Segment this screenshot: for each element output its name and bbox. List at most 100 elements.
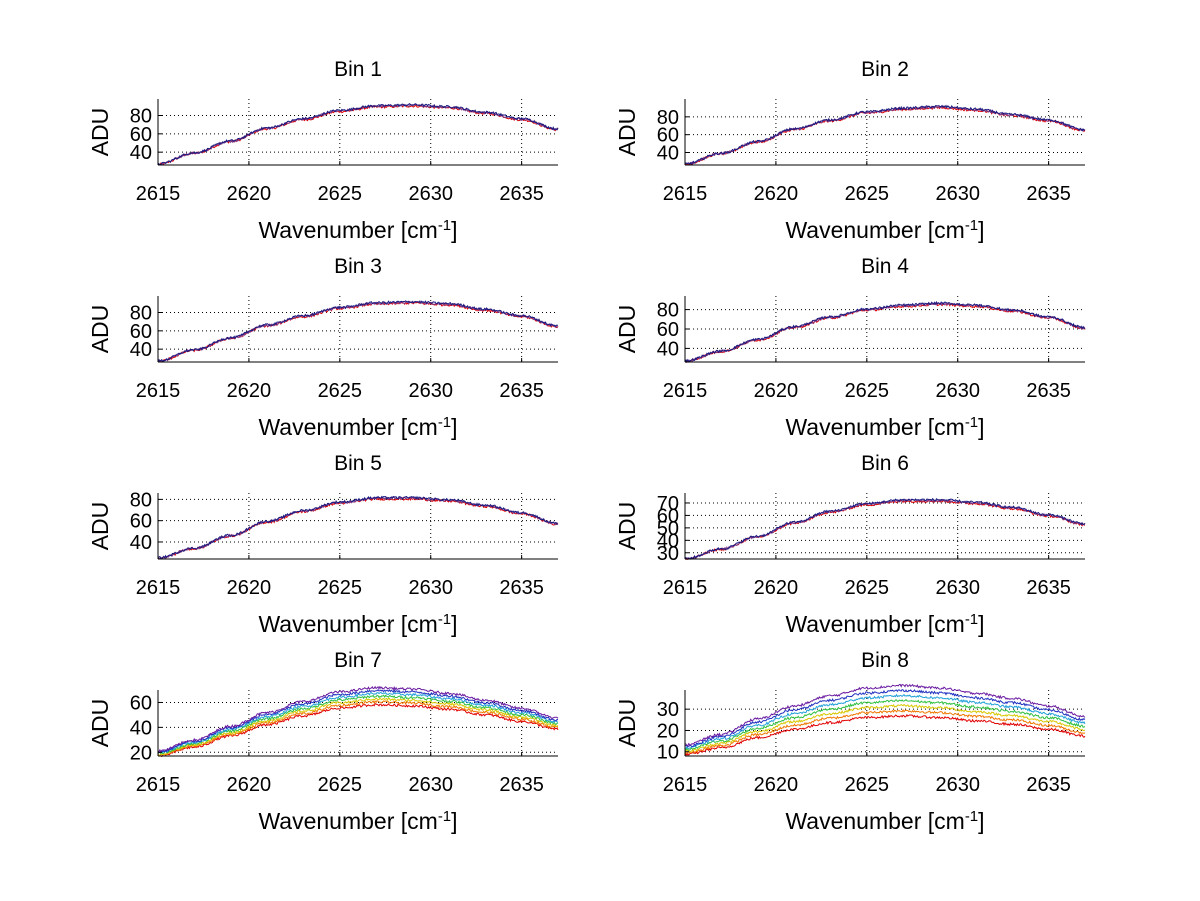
y-tick-label: 40 xyxy=(130,532,152,554)
y-axis-label: ADU xyxy=(614,502,640,551)
x-tick-label: 2620 xyxy=(754,380,799,402)
y-tick-label: 30 xyxy=(657,699,679,721)
series-trace-3 xyxy=(157,495,559,560)
x-tick-label: 2620 xyxy=(227,577,272,599)
y-axis-label: ADU xyxy=(614,699,640,748)
x-tick-label: 2635 xyxy=(499,183,544,205)
x-tick-label: 2635 xyxy=(1026,774,1071,796)
x-tick-label: 2635 xyxy=(499,577,544,599)
x-tick-label: 2625 xyxy=(318,774,363,796)
series-trace-3 xyxy=(684,104,1086,165)
y-tick-label: 40 xyxy=(130,339,152,361)
y-tick-label: 60 xyxy=(130,321,152,343)
y-axis-label: ADU xyxy=(87,699,113,748)
series-trace-3 xyxy=(684,497,1086,560)
series-trace-3 xyxy=(157,300,559,363)
x-tick-label: 2625 xyxy=(845,774,890,796)
x-axis-label: Wavenumber [cm-1] xyxy=(785,611,984,638)
subplot-title: Bin 8 xyxy=(861,649,909,672)
subplot-title: Bin 6 xyxy=(861,452,909,475)
x-tick-label: 2615 xyxy=(136,774,181,796)
x-tick-label: 2615 xyxy=(136,183,181,205)
series-trace-1 xyxy=(157,703,559,758)
x-tick-label: 2630 xyxy=(408,183,453,205)
y-tick-label: 40 xyxy=(657,338,679,360)
y-tick-label: 60 xyxy=(130,124,152,146)
series-trace-7 xyxy=(684,683,1086,747)
x-tick-label: 2630 xyxy=(935,183,980,205)
x-tick-label: 2635 xyxy=(499,774,544,796)
subplot-title: Bin 2 xyxy=(861,58,909,81)
series-trace-1 xyxy=(684,713,1086,757)
y-tick-label: 80 xyxy=(130,106,152,128)
series-trace-2 xyxy=(684,498,1086,560)
x-tick-label: 2625 xyxy=(845,577,890,599)
x-tick-label: 2615 xyxy=(663,577,708,599)
x-tick-label: 2635 xyxy=(1026,183,1071,205)
x-axis-label: Wavenumber [cm-1] xyxy=(785,808,984,835)
x-axis-label: Wavenumber [cm-1] xyxy=(258,808,457,835)
subplot-title: Bin 7 xyxy=(334,649,382,672)
y-tick-label: 60 xyxy=(657,319,679,341)
subplot-title: Bin 4 xyxy=(861,255,909,278)
x-tick-label: 2620 xyxy=(754,774,799,796)
y-axis-label: ADU xyxy=(87,502,113,551)
y-tick-label: 10 xyxy=(657,742,679,764)
x-tick-label: 2630 xyxy=(408,774,453,796)
series-trace-6 xyxy=(684,689,1086,748)
x-axis-label: Wavenumber [cm-1] xyxy=(785,414,984,441)
y-axis-label: ADU xyxy=(87,305,113,354)
x-tick-label: 2625 xyxy=(318,577,363,599)
x-tick-label: 2615 xyxy=(136,380,181,402)
series-trace-3 xyxy=(684,300,1086,363)
x-tick-label: 2620 xyxy=(227,774,272,796)
y-tick-label: 40 xyxy=(657,530,679,552)
series-trace-2 xyxy=(157,496,559,560)
subplot-7: 2615 2620 2625 2630 2635 20 40 60 Bin 7 Wavenumbe… xyxy=(87,649,559,835)
subplot-title: Bin 5 xyxy=(334,452,382,475)
x-tick-label: 2625 xyxy=(318,380,363,402)
y-tick-label: 80 xyxy=(657,300,679,322)
x-tick-label: 2620 xyxy=(227,380,272,402)
x-tick-label: 2635 xyxy=(499,380,544,402)
y-tick-label: 60 xyxy=(657,505,679,527)
x-tick-label: 2620 xyxy=(754,183,799,205)
y-tick-label: 20 xyxy=(130,742,152,764)
series-trace-2 xyxy=(157,700,559,757)
x-tick-label: 2615 xyxy=(663,774,708,796)
y-tick-label: 80 xyxy=(130,489,152,511)
y-axis-label: ADU xyxy=(614,108,640,157)
series-trace-3 xyxy=(684,703,1086,753)
y-tick-label: 40 xyxy=(657,143,679,165)
x-tick-label: 2620 xyxy=(227,183,272,205)
y-tick-label: 60 xyxy=(130,511,152,533)
y-tick-label: 20 xyxy=(657,720,679,742)
x-axis-label: Wavenumber [cm-1] xyxy=(258,414,457,441)
x-tick-label: 2630 xyxy=(408,577,453,599)
x-tick-label: 2635 xyxy=(1026,380,1071,402)
x-tick-label: 2615 xyxy=(136,577,181,599)
series-trace-5 xyxy=(157,691,559,753)
y-tick-label: 40 xyxy=(130,717,152,739)
y-tick-label: 80 xyxy=(657,107,679,129)
series-trace-4 xyxy=(684,698,1086,751)
x-tick-label: 2615 xyxy=(663,183,708,205)
y-axis-label: ADU xyxy=(87,108,113,157)
y-tick-label: 30 xyxy=(657,543,679,565)
x-tick-label: 2630 xyxy=(935,380,980,402)
x-axis-label: Wavenumber [cm-1] xyxy=(258,217,457,244)
y-tick-label: 80 xyxy=(130,303,152,325)
y-axis-label: ADU xyxy=(614,305,640,354)
x-tick-label: 2630 xyxy=(408,380,453,402)
subplot-title: Bin 3 xyxy=(334,255,382,278)
series-trace-7 xyxy=(157,685,559,753)
x-tick-label: 2615 xyxy=(663,380,708,402)
x-tick-label: 2630 xyxy=(935,577,980,599)
